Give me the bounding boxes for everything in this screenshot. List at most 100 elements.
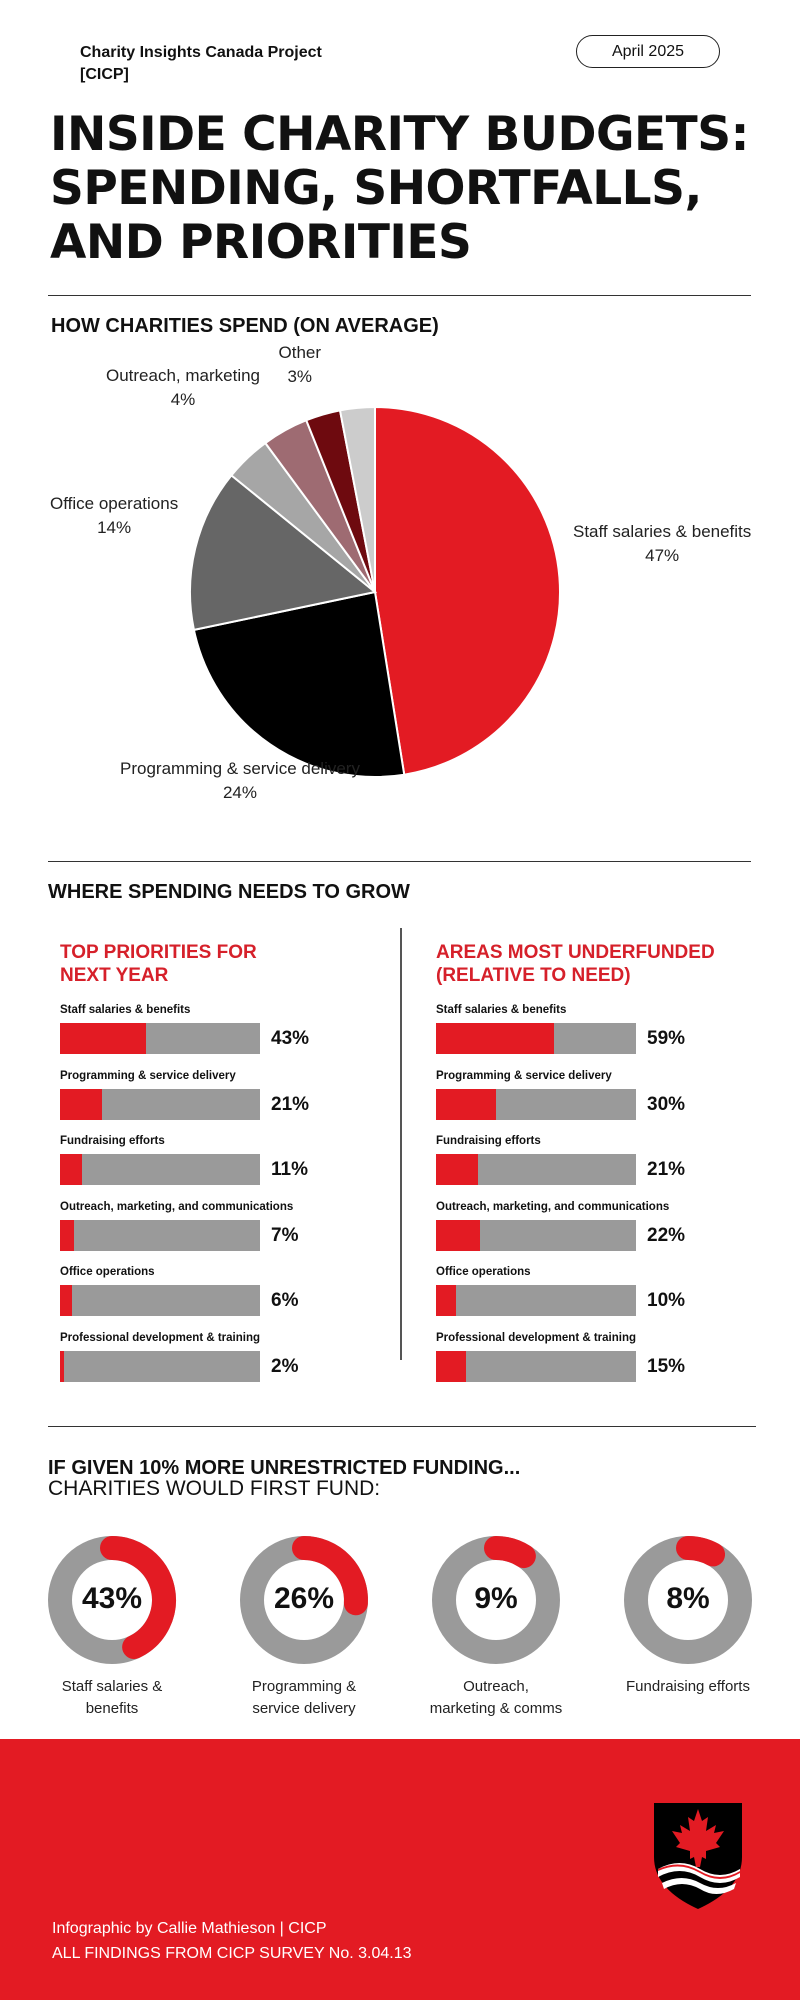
bar-value-label: 10% [647,1290,686,1311]
pie-label-other: Other 3% [279,341,322,389]
underfunded-column-title: AREAS MOST UNDERFUNDED (RELATIVE TO NEED… [436,941,715,987]
bar-label-staff-salaries-benefits: Staff salaries & benefits [436,1004,567,1016]
donut-chart [624,1536,752,1664]
bar-label-office-operations: Office operations [436,1266,531,1278]
date-badge: April 2025 [576,35,720,68]
pie-label-office-operations: Office operations 14% [50,492,178,540]
bar-fill-outreach-marketing-and-communications [60,1219,74,1251]
bar-fill-outreach-marketing-and-communications [436,1219,480,1251]
page-title-line1: INSIDE CHARITY BUDGETS: [50,107,749,162]
bar-label-office-operations: Office operations [60,1266,155,1278]
pie-label-name: Other [278,343,322,362]
priorities-title-line2: NEXT YEAR [60,965,169,986]
bar-track [60,1154,260,1185]
bar-label-programming-service-delivery: Programming & service delivery [60,1069,236,1082]
bar-fill-programming-service-delivery [436,1088,496,1120]
donut-caption-line: service delivery [252,1700,356,1717]
donut-caption: Programming & service delivery [214,1676,394,1720]
bar-track [436,1219,636,1251]
maple-leaf-shield-icon [654,1803,742,1909]
bar-label-professional-development-training: Professional development & training [436,1331,637,1344]
bar-label-outreach-marketing-and-communications: Outreach, marketing, and communications [436,1200,670,1213]
bar-track [60,1219,260,1251]
bar-value-label: 15% [647,1355,686,1377]
divider-3 [48,1426,756,1427]
donut-value-label: 9% [474,1582,518,1615]
donut-caption-line: Staff salaries & [61,1678,163,1695]
donut-caption-line: Outreach, [463,1678,529,1695]
bar-fill-staff-salaries-benefits [436,1023,554,1054]
pie-slice-programming-service-delivery [192,590,406,778]
donut-caption-line: Programming & [251,1678,357,1695]
organization-name: Charity Insights Canada Project [CICP] [80,42,322,86]
donut-value-label: 43% [81,1582,143,1615]
donut-caption: Outreach, marketing & comms [406,1676,586,1720]
pie-label-programming-service-delivery: Programming & service delivery 24% [120,757,360,805]
bar-fill-professional-development-training [60,1350,64,1382]
divider-1 [48,295,751,296]
bar-value-label: 22% [647,1224,686,1246]
funding-section-subtitle: CHARITIES WOULD FIRST FUND: [48,1477,381,1500]
pie-slice-office-operations [189,473,378,632]
donut-value-arc [292,1536,368,1616]
donut-value-arc [100,1536,176,1660]
spending-pie-chart [189,405,561,778]
bar-value-label: 11% [271,1159,308,1180]
bar-fill-office-operations [60,1285,72,1316]
bar-value-label: 59% [647,1028,686,1049]
donut-value-arc [676,1536,726,1567]
footer-source: ALL FINDINGS FROM CICP SURVEY No. 3.04.1… [52,1945,412,1962]
underfunded-title-line2: (RELATIVE TO NEED) [436,965,631,986]
pie-label-value: 47% [645,546,680,565]
pie-label-outreach-marketing: Outreach, marketing 4% [106,364,260,412]
priorities-title-line1: TOP PRIORITIES FOR [60,942,257,963]
bar-fill-staff-salaries-benefits [60,1023,146,1054]
grow-section-title: WHERE SPENDING NEEDS TO GROW [48,881,410,903]
pie-label-name: Staff salaries & benefits [573,522,752,541]
bar-label-programming-service-delivery: Programming & service delivery [436,1069,612,1082]
funding-section-title: IF GIVEN 10% MORE UNRESTRICTED FUNDING..… [48,1457,521,1479]
page-title-line2: SPENDING, SHORTFALLS, [50,161,702,216]
pie-label-value: 24% [222,783,257,802]
divider-2 [48,861,751,862]
footer-credit: Infographic by Callie Mathieson | CICP [52,1920,327,1937]
bar-label-fundraising-efforts: Fundraising efforts [436,1135,541,1147]
footer: Infographic by Callie Mathieson | CICP A… [0,1739,800,2000]
donut-caption-line: Fundraising efforts [626,1678,750,1695]
pie-slice-staff-salaries-benefits [374,405,561,776]
priorities-column-title: TOP PRIORITIES FOR NEXT YEAR [60,941,257,987]
bar-track [436,1088,636,1120]
bar-fill-office-operations [436,1285,456,1316]
bar-fill-programming-service-delivery [60,1088,102,1120]
bar-label-outreach-marketing-and-communications: Outreach, marketing, and communications [60,1200,294,1213]
donut-caption: Staff salaries & benefits [22,1676,202,1720]
bar-track [60,1350,260,1382]
bar-track [60,1023,260,1054]
donut-caption-line: marketing & comms [429,1700,563,1717]
bar-track [436,1154,636,1185]
donut-chart [48,1536,176,1664]
donut-value-label: 8% [666,1582,710,1615]
bar-fill-professional-development-training [436,1350,466,1382]
organization-name-line2: [CICP] [80,66,129,83]
page-title-line3: AND PRIORITIES [50,215,472,270]
donut-value-arc [484,1536,536,1569]
page-title: INSIDE CHARITY BUDGETS: SPENDING, SHORTF… [50,108,770,270]
bar-value-label: 21% [647,1159,686,1180]
pie-label-name: Programming & service delivery [120,759,360,778]
organization-name-line1: Charity Insights Canada Project [80,44,322,61]
bar-fill-fundraising-efforts [436,1154,478,1185]
donut-chart [432,1536,560,1664]
bar-track [436,1285,636,1316]
bar-value-label: 43% [271,1028,310,1049]
bar-value-label: 2% [271,1355,299,1377]
pie-label-name: Outreach, marketing [106,366,261,385]
bar-track [436,1023,636,1054]
pie-slice-other [338,405,376,593]
bar-label-fundraising-efforts: Fundraising efforts [60,1135,165,1147]
column-divider [400,928,402,1360]
donut-caption-line: benefits [85,1700,139,1717]
bar-value-label: 7% [271,1224,299,1246]
bar-fill-fundraising-efforts [60,1154,82,1185]
bar-label-professional-development-training: Professional development & training [60,1331,261,1344]
